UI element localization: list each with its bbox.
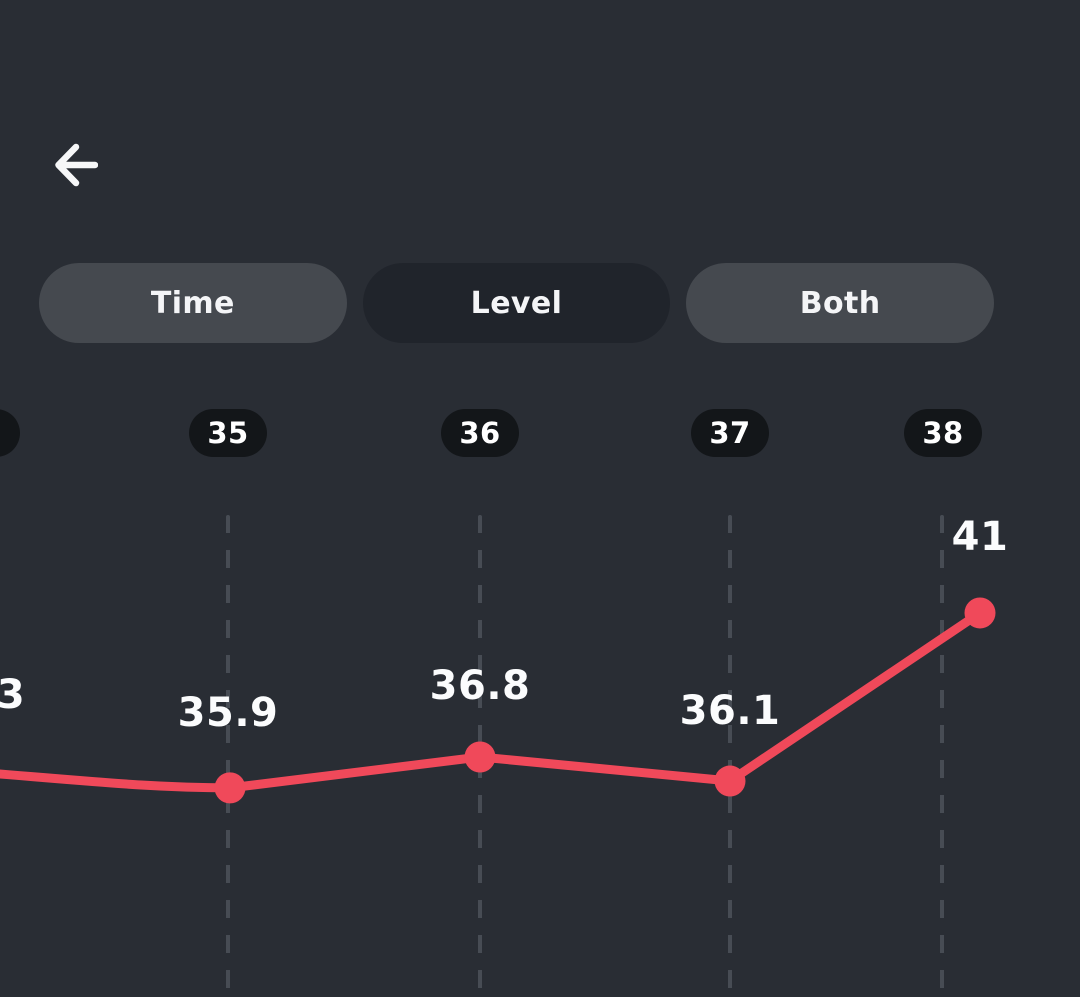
data-point-marker: [214, 772, 246, 804]
data-point-label: 41: [951, 514, 1009, 560]
gridline: [728, 515, 732, 997]
x-badge: 35: [189, 409, 267, 457]
data-point-label: 36.1: [679, 688, 781, 734]
data-point-label-clipped: 3: [0, 672, 26, 718]
tab-both-label: Both: [799, 285, 881, 321]
x-badge-partial: [0, 409, 20, 457]
x-badge: 37: [691, 409, 769, 457]
gridline: [226, 515, 230, 997]
data-point-marker: [714, 765, 746, 797]
view-toggle: Time Level Both: [39, 263, 995, 343]
tab-time[interactable]: Time: [39, 263, 347, 343]
back-button[interactable]: [48, 136, 104, 194]
data-point-marker: [964, 597, 996, 629]
x-badge: 36: [441, 409, 519, 457]
gridline: [940, 515, 944, 997]
tab-time-label: Time: [150, 285, 235, 321]
data-point-marker: [464, 741, 496, 773]
data-point-label: 35.9: [177, 690, 279, 736]
data-point-label: 36.8: [429, 663, 531, 709]
arrow-left-icon: [55, 143, 98, 187]
tab-both[interactable]: Both: [686, 263, 995, 343]
tab-level-label: Level: [470, 285, 563, 321]
x-badge: 38: [904, 409, 982, 457]
tab-level[interactable]: Level: [362, 263, 671, 343]
